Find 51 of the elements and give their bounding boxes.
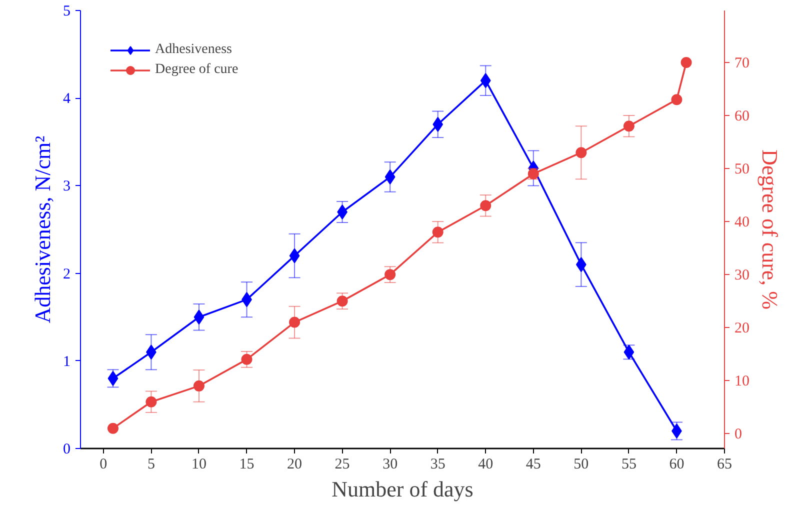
point xyxy=(289,316,300,328)
point xyxy=(384,269,396,280)
x-tick-label: 50 xyxy=(574,456,589,472)
x-tick-label: 25 xyxy=(334,456,350,472)
x-tick-label: 30 xyxy=(382,456,398,472)
y-tick-label: 2 xyxy=(63,266,70,282)
y2-tick-label: 20 xyxy=(734,320,750,337)
legend-label: Degree of cure xyxy=(155,62,238,78)
x-tick-label: 35 xyxy=(430,456,446,472)
y2-tick-label: 40 xyxy=(734,214,750,231)
point xyxy=(241,354,252,365)
y2-tick-label: 70 xyxy=(734,55,750,72)
x-axis-title: Number of days xyxy=(332,476,474,502)
point xyxy=(289,248,300,264)
y-tick-label: 5 xyxy=(63,4,70,20)
x-tick-label: 0 xyxy=(100,456,108,472)
x-tick-label: 65 xyxy=(717,456,732,472)
x-tick-label: 5 xyxy=(147,456,155,472)
y-tick-label: 4 xyxy=(63,91,71,108)
y-tick-label: 0 xyxy=(63,442,70,458)
legend-label: Adhesiveness xyxy=(155,42,232,58)
point xyxy=(193,380,204,392)
point xyxy=(480,73,491,88)
point xyxy=(576,147,587,158)
y2-tick-label: 30 xyxy=(734,268,750,284)
x-tick-label: 20 xyxy=(287,456,302,472)
point xyxy=(680,56,692,68)
point xyxy=(336,296,348,307)
point xyxy=(432,116,444,132)
point xyxy=(384,169,396,184)
x-tick-label: 55 xyxy=(621,456,636,472)
point xyxy=(623,120,634,132)
y-axis-title: Adhesiveness, N/cm² xyxy=(30,135,55,324)
x-tick-label: 40 xyxy=(478,456,494,472)
point xyxy=(480,200,492,212)
y2-tick-label: 0 xyxy=(734,426,742,443)
x-tick-label: 60 xyxy=(669,456,684,472)
y2-tick-label: 10 xyxy=(734,374,750,390)
y2-tick-label: 50 xyxy=(734,162,750,178)
point xyxy=(194,310,204,325)
x-tick-label: 10 xyxy=(191,456,206,472)
y2-tick-label: 60 xyxy=(734,108,750,124)
point xyxy=(146,396,157,408)
x-tick-label: 15 xyxy=(239,456,254,472)
point xyxy=(432,226,444,238)
point xyxy=(671,94,682,106)
y-tick-label: 3 xyxy=(63,178,70,195)
y2-axis-title: Degree of cure, % xyxy=(758,149,782,310)
y-tick-label: 1 xyxy=(63,354,70,370)
point xyxy=(107,422,118,434)
x-tick-label: 45 xyxy=(526,456,541,472)
